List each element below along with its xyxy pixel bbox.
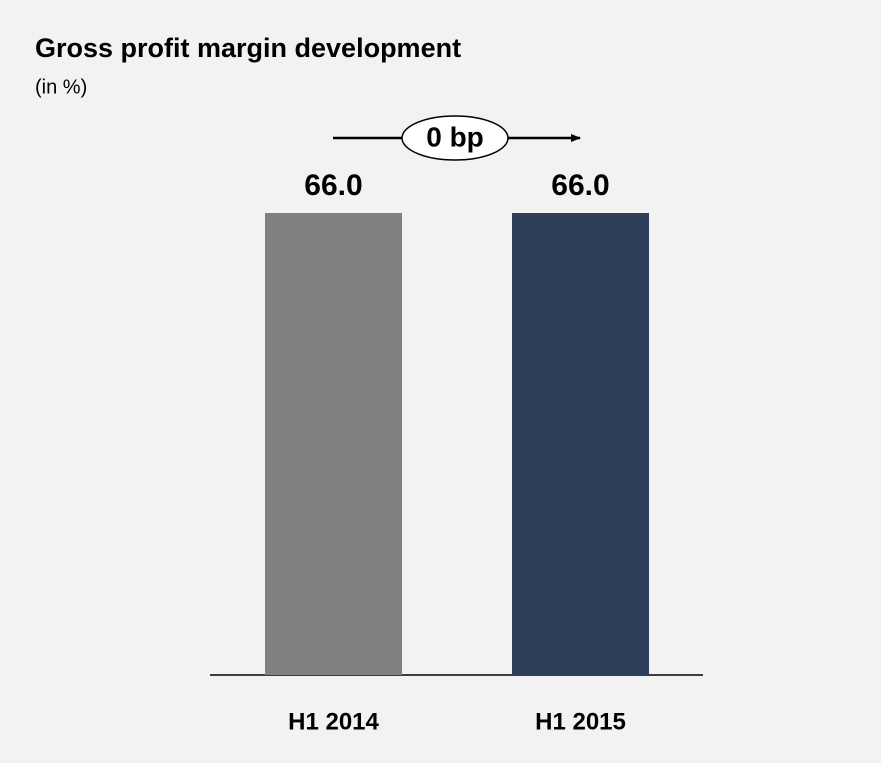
value-label: 66.0 xyxy=(551,169,609,202)
annotation-bubble xyxy=(401,115,509,161)
x-tick-label: H1 2015 xyxy=(535,708,626,735)
value-label: 66.0 xyxy=(304,169,362,202)
chart-title: Gross profit margin development xyxy=(35,33,461,63)
bar xyxy=(512,213,649,675)
bar xyxy=(265,213,402,675)
chart-subtitle: (in %) xyxy=(35,76,87,98)
x-tick-label: H1 2014 xyxy=(288,708,379,735)
annotation: 0 bp xyxy=(426,121,484,152)
